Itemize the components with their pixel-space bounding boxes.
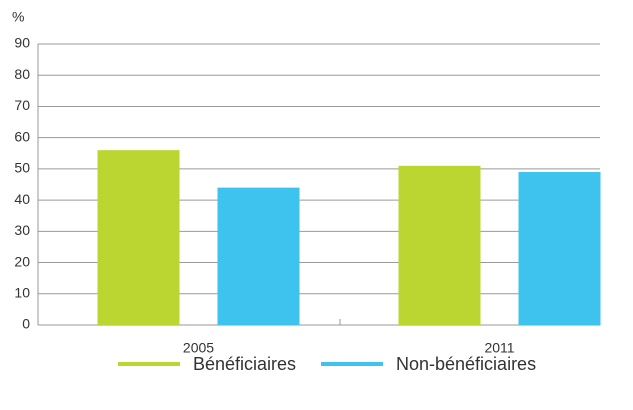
y-tick-label: 30	[14, 222, 30, 238]
bar	[518, 172, 601, 325]
y-tick-label: 0	[22, 316, 30, 332]
y-tick-label: 20	[14, 253, 30, 269]
x-tick-label: 2011	[484, 340, 514, 356]
legend-label: Bénéficiaires	[193, 354, 296, 374]
y-tick-label: 90	[14, 35, 30, 51]
y-tick-label: 40	[14, 191, 30, 207]
y-axis-label: %	[12, 9, 24, 25]
y-tick-label: 80	[14, 66, 30, 82]
bar	[217, 187, 300, 325]
y-tick-label: 50	[14, 160, 30, 176]
legend-label: Non-bénéficiaires	[396, 354, 536, 374]
bar	[398, 165, 481, 325]
y-tick-label: 60	[14, 128, 30, 144]
bar	[97, 150, 180, 325]
x-tick-label: 2005	[183, 340, 214, 356]
y-tick-label: 70	[14, 97, 30, 113]
y-tick-label: 10	[14, 284, 30, 300]
